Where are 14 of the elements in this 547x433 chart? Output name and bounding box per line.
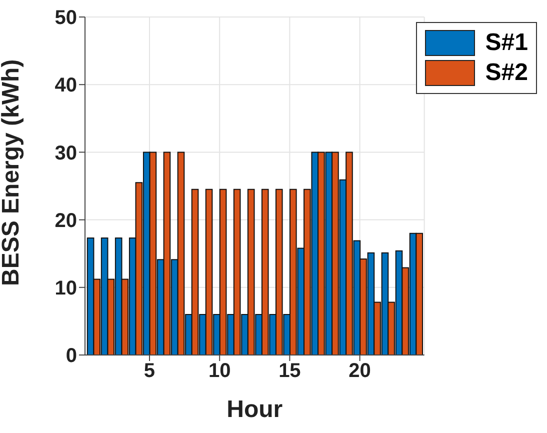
legend-label: S#1: [485, 29, 528, 57]
y-tick-label: 40: [54, 74, 77, 97]
y-tick-label: 50: [54, 7, 77, 30]
x-tick-label: 5: [144, 360, 156, 382]
x-axis-title: Hour: [226, 396, 283, 423]
legend-label: S#2: [485, 59, 528, 87]
y-tick-label: 30: [54, 142, 77, 164]
x-tick-label: 10: [208, 360, 231, 382]
x-tick-label: 20: [348, 360, 371, 382]
y-axis-title: BESS Energy (kWh): [0, 59, 25, 286]
y-tick-label: 10: [54, 278, 77, 300]
y-tick-label: 20: [54, 210, 77, 232]
x-tick-label: 15: [278, 360, 301, 382]
y-tick-label: 0: [66, 345, 77, 368]
